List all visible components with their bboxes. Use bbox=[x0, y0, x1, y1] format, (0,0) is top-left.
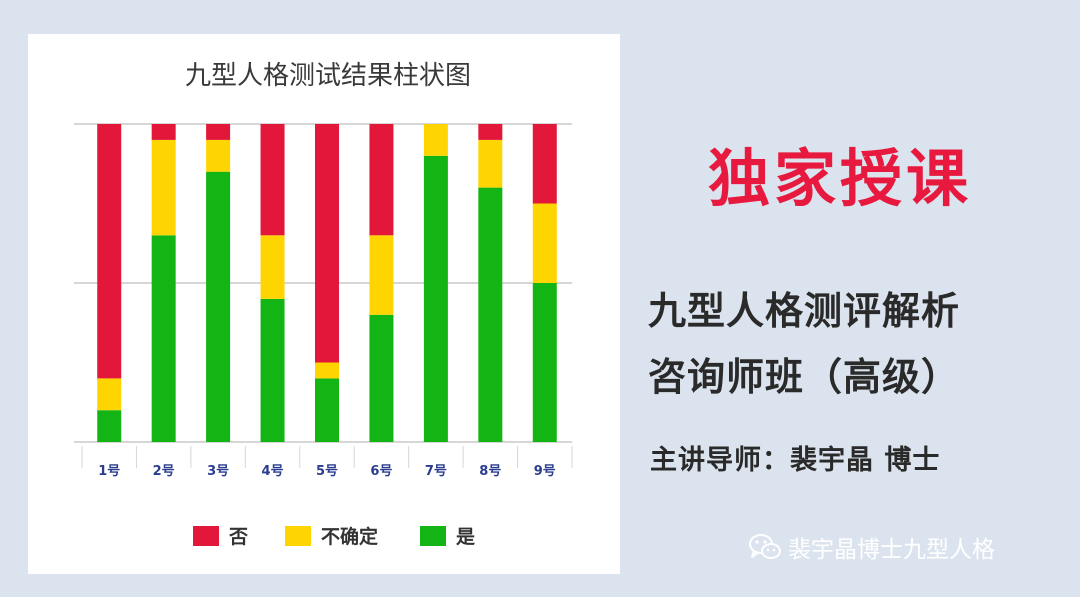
legend-label: 是 bbox=[456, 526, 475, 548]
bar-segment bbox=[423, 124, 448, 156]
bar-segment bbox=[206, 171, 231, 442]
x-tick-label: 7号 bbox=[425, 464, 447, 479]
bar-segment bbox=[260, 235, 285, 299]
x-tick-label: 8号 bbox=[479, 464, 501, 479]
legend-swatch bbox=[420, 526, 446, 546]
bar-segment bbox=[478, 139, 503, 188]
wechat-icon bbox=[749, 534, 781, 559]
bar-segment bbox=[478, 124, 503, 140]
stacked-bar-chart: 九型人格测试结果柱状图 1号 2号 3号 4号 5号 6号 7号 8号 9号 否 不确定 是 bbox=[74, 61, 573, 548]
bar-segment bbox=[369, 314, 394, 442]
chart-title: 九型人格测试结果柱状图 bbox=[185, 61, 471, 91]
legend-label: 不确定 bbox=[321, 525, 378, 548]
x-tick-label: 5号 bbox=[316, 464, 338, 479]
bar-segment bbox=[315, 124, 339, 363]
x-tick-label: 4号 bbox=[262, 464, 284, 479]
bar-segment bbox=[315, 378, 339, 442]
bar-segment bbox=[206, 124, 231, 140]
bar-segment bbox=[97, 410, 122, 442]
bar-segment bbox=[315, 362, 339, 379]
bar-segment bbox=[532, 203, 557, 283]
x-tick-label: 1号 bbox=[98, 464, 120, 479]
watermark-text: 裴宇晶博士九型人格 bbox=[788, 537, 995, 563]
bar-segment bbox=[97, 378, 122, 411]
bar-segment bbox=[532, 124, 557, 204]
legend-swatch bbox=[285, 526, 311, 546]
x-tick-label: 3号 bbox=[207, 464, 229, 479]
legend-label: 否 bbox=[228, 526, 248, 548]
legend: 否 不确定 是 bbox=[193, 525, 475, 548]
bar-segment bbox=[423, 155, 448, 443]
chart-card: 九型人格测试结果柱状图 1号 2号 3号 4号 5号 6号 7号 8号 9号 否 不确定 是 bbox=[28, 34, 620, 574]
bar-segment bbox=[206, 139, 231, 172]
bar-segment bbox=[151, 139, 176, 236]
bar-segment bbox=[478, 187, 503, 442]
course-title-line2: 咨询师班（高级） bbox=[648, 355, 961, 399]
course-title-line1: 九型人格测评解析 bbox=[648, 289, 961, 333]
x-tick-label: 6号 bbox=[370, 464, 392, 479]
x-tick-layer: 1号 2号 3号 4号 5号 6号 7号 8号 9号 bbox=[81, 446, 573, 479]
bar-segment bbox=[532, 283, 557, 442]
bars-layer bbox=[97, 124, 557, 443]
bar-segment bbox=[260, 298, 285, 442]
bar-segment bbox=[151, 124, 176, 140]
bar-segment bbox=[369, 235, 394, 315]
x-tick-label: 9号 bbox=[534, 464, 556, 479]
bar-segment bbox=[151, 235, 176, 442]
legend-swatch bbox=[193, 526, 219, 546]
lecturer: 主讲导师：裴宇晶 博士 bbox=[650, 445, 941, 476]
wechat-watermark: 裴宇晶博士九型人格 bbox=[748, 530, 995, 564]
bar-segment bbox=[260, 124, 285, 236]
headline: 独家授课 bbox=[707, 142, 972, 215]
x-tick-label: 2号 bbox=[153, 464, 175, 479]
bar-segment bbox=[97, 124, 122, 379]
bar-segment bbox=[369, 124, 394, 236]
